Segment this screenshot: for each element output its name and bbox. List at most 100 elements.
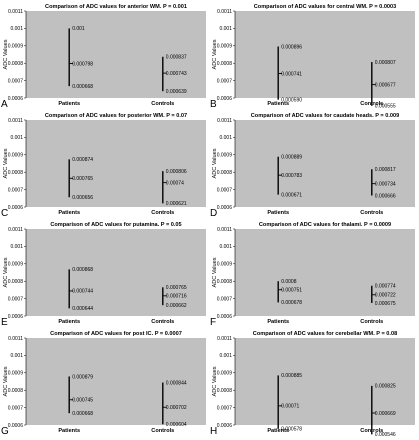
data-label-max: 0.000868 (72, 267, 93, 273)
data-label-min: 0.000668 (72, 411, 93, 417)
category-label-patients: Patients (58, 210, 80, 216)
y-tick-label: 0.0011 (8, 227, 23, 233)
data-label-mean: 0.00071 (281, 404, 299, 410)
data-label-max: 0.000817 (375, 167, 396, 173)
data-label-mean: 0.000751 (281, 288, 302, 294)
y-axis-label: ADC Values (3, 257, 9, 287)
y-tick-label: 0.0006 (8, 205, 24, 211)
panel-d: Comparison of ADC values for caudate hea… (210, 113, 415, 219)
data-label-max: 0.000889 (281, 155, 302, 161)
data-label-mean: 0.000716 (166, 294, 187, 300)
data-label-min: 0.000656 (72, 195, 93, 201)
data-label-mean: 0.000783 (281, 173, 302, 179)
panel-title: Comparison of ADC values for caudate hea… (251, 113, 399, 119)
data-label-mean: 0.000669 (375, 411, 396, 417)
data-label-min: 0.000578 (281, 427, 302, 433)
category-label-patients: Patients (267, 319, 289, 325)
y-tick-label: 0.0008 (217, 61, 233, 67)
y-tick-label: 0.0006 (8, 314, 24, 320)
y-tick-label: 0.0011 (217, 9, 232, 15)
data-label-mean: 0.000741 (281, 71, 302, 77)
data-label-min: 0.000678 (281, 300, 302, 306)
y-tick-label: 0.0009 (217, 153, 233, 159)
y-tick-label: 0.0009 (217, 371, 233, 377)
data-label-max: 0.001 (72, 26, 85, 32)
y-tick-label: 0.0007 (8, 296, 24, 302)
panel-title: Comparison of ADC values for post IC. P … (50, 331, 182, 337)
y-tick-label: 0.0011 (8, 9, 23, 15)
y-tick-label: 0.0006 (217, 205, 233, 211)
y-tick-label: 0.0011 (217, 227, 232, 233)
category-label-controls: Controls (360, 428, 383, 434)
panel-title: Comparison of ADC values for thalami. P … (259, 222, 391, 228)
plot-area (26, 11, 206, 98)
panel-letter: E (1, 317, 8, 328)
data-label-mean: 0.000798 (72, 61, 93, 67)
panel-title: Comparison of ADC values for posterior W… (45, 113, 187, 119)
data-label-max: 0.000765 (166, 285, 187, 291)
data-label-mean: 0.00074 (166, 180, 184, 186)
y-tick-label: 0.0007 (217, 296, 233, 302)
category-label-controls: Controls (151, 319, 174, 325)
y-axis-label: ADC Values (212, 39, 218, 69)
category-label-patients: Patients (58, 319, 80, 325)
y-tick-label: 0.0008 (217, 279, 233, 285)
plot-area (26, 338, 206, 425)
panel-title: Comparison of ADC values for cerebellar … (253, 331, 397, 337)
category-label-controls: Controls (151, 210, 174, 216)
y-tick-label: 0.001 (219, 26, 232, 32)
data-label-mean: 0.000734 (375, 181, 396, 187)
y-tick-label: 0.0008 (8, 388, 24, 394)
y-tick-label: 0.0007 (8, 405, 24, 411)
plot-area (235, 229, 415, 316)
y-axis-label: ADC Values (212, 257, 218, 287)
category-label-controls: Controls (360, 319, 383, 325)
category-label-controls: Controls (360, 101, 383, 107)
data-label-min: 0.000546 (375, 432, 396, 438)
category-label-patients: Patients (58, 101, 80, 107)
data-label-max: 0.000844 (166, 380, 187, 386)
panel-letter: C (1, 208, 8, 219)
data-label-min: 0.000675 (375, 301, 396, 307)
y-tick-label: 0.0009 (217, 262, 233, 268)
panel-letter: D (210, 208, 217, 219)
y-tick-label: 0.0006 (217, 314, 233, 320)
panel-c: Comparison of ADC values for posterior W… (1, 113, 206, 219)
y-tick-label: 0.0011 (8, 118, 23, 124)
data-label-mean: 0.000744 (72, 289, 93, 295)
y-tick-label: 0.0011 (217, 118, 232, 124)
y-tick-label: 0.0008 (8, 170, 24, 176)
plot-area (235, 338, 415, 425)
data-label-max: 0.000825 (375, 384, 396, 390)
y-tick-label: 0.0009 (8, 262, 24, 268)
panel-letter: H (210, 426, 217, 437)
data-label-min: 0.000668 (72, 84, 93, 90)
data-label-min: 0.000639 (166, 89, 187, 95)
category-label-controls: Controls (151, 428, 174, 434)
data-label-mean: 0.000722 (375, 293, 396, 299)
y-tick-label: 0.0007 (217, 405, 233, 411)
y-tick-label: 0.0008 (217, 388, 233, 394)
y-tick-label: 0.001 (219, 135, 232, 141)
y-tick-label: 0.0009 (8, 153, 24, 159)
y-tick-label: 0.001 (10, 26, 23, 32)
y-tick-label: 0.001 (219, 353, 232, 359)
data-label-max: 0.0008 (281, 279, 297, 285)
panel-letter: F (210, 317, 216, 328)
y-tick-label: 0.001 (10, 353, 23, 359)
data-label-max: 0.000879 (72, 374, 93, 380)
panel-letter: B (210, 99, 217, 110)
panel-title: Comparison of ADC values for central WM.… (254, 4, 397, 10)
data-label-min: 0.000671 (281, 192, 302, 198)
panel-b: Comparison of ADC values for central WM.… (210, 4, 415, 110)
data-label-max: 0.000837 (166, 55, 187, 61)
category-label-patients: Patients (267, 101, 289, 107)
data-label-max: 0.000807 (375, 60, 396, 66)
data-label-mean: 0.000745 (72, 398, 93, 404)
y-axis-label: ADC Values (212, 148, 218, 178)
y-axis-label: ADC Values (3, 148, 9, 178)
panel-title: Comparison of ADC values for anterior WM… (45, 4, 187, 10)
data-label-max: 0.000774 (375, 284, 396, 290)
panel-a: Comparison of ADC values for anterior WM… (1, 4, 206, 110)
